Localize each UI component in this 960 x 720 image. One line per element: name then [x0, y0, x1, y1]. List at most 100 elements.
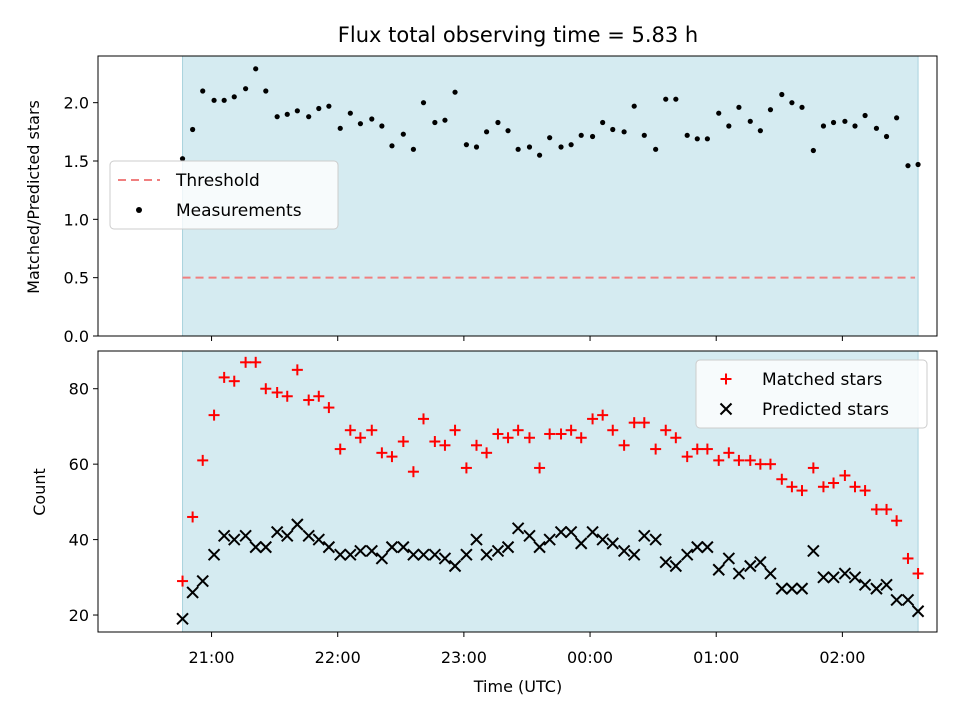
measurement-point — [600, 119, 606, 126]
ratio-axes-frame — [97, 55, 938, 337]
matched-point — [754, 458, 766, 470]
measurement-point — [905, 163, 911, 169]
measurements-legend-marker — [136, 207, 142, 213]
matched-point — [260, 383, 272, 395]
count-ytick-label: 60 — [69, 455, 89, 474]
predicted-point — [870, 582, 883, 595]
matched-point — [534, 462, 546, 474]
measurement-point — [211, 97, 217, 103]
matched-point — [218, 371, 230, 383]
matched-point — [691, 443, 703, 455]
measurement-point — [589, 133, 596, 140]
matched-point — [733, 454, 745, 466]
measurement-point — [641, 132, 647, 138]
predicted-point — [764, 567, 777, 580]
measurement-point — [830, 119, 837, 126]
predicted-point — [827, 571, 840, 584]
matched-point — [723, 447, 735, 459]
measurement-point — [190, 126, 196, 133]
measurement-point — [631, 103, 637, 109]
measurement-point — [694, 136, 700, 142]
chart-title: Flux total observing time = 5.83 h — [338, 23, 698, 47]
predicted-point — [523, 529, 536, 543]
predicted-point — [732, 567, 746, 580]
matched-point — [902, 552, 914, 564]
matched-point — [776, 473, 788, 485]
predicted-legend-label: Predicted stars — [762, 400, 889, 420]
predicted-point — [911, 605, 925, 618]
predicted-point — [249, 540, 262, 554]
measurement-point — [621, 129, 627, 135]
matched-point — [449, 424, 461, 436]
predicted-point — [438, 552, 452, 565]
measurement-point — [294, 108, 300, 114]
matched-point — [870, 503, 882, 515]
matched-point — [660, 424, 672, 436]
predicted-point — [838, 567, 852, 580]
matched-point — [502, 432, 514, 444]
measurement-point — [883, 133, 890, 140]
measurement-point — [515, 146, 521, 152]
predicted-point — [302, 529, 315, 543]
measurement-point — [357, 121, 364, 127]
predicted-point — [795, 582, 809, 595]
measurement-point — [274, 114, 280, 120]
x-axis-label: Time (UTC) — [473, 677, 562, 696]
matched-point — [240, 356, 252, 368]
matched-point — [796, 485, 808, 497]
predicted-point — [564, 525, 578, 539]
matched-point — [470, 439, 482, 451]
matched-point — [334, 443, 346, 455]
matched-point — [439, 439, 451, 451]
measurement-point — [915, 161, 921, 168]
predicted-legend-marker — [719, 402, 733, 416]
predicted-point — [606, 537, 619, 550]
matched-point — [344, 424, 356, 436]
predicted-point — [554, 525, 568, 539]
threshold-legend-label: Threshold — [175, 171, 260, 191]
predicted-point — [344, 548, 357, 561]
measurement-point — [578, 132, 584, 138]
predicted-point — [397, 540, 410, 554]
ratio-ytick-label: 0.0 — [64, 327, 89, 346]
predicted-point — [176, 612, 189, 626]
predicted-point — [259, 540, 273, 554]
measurement-point — [243, 86, 249, 92]
predicted-point — [354, 544, 367, 558]
measurement-point — [369, 116, 375, 122]
measurement-point — [789, 100, 795, 106]
measurement-point — [263, 88, 269, 94]
ratio-legend: Threshold Measurements — [109, 160, 339, 230]
predicted-point — [638, 529, 651, 543]
measurement-point — [684, 132, 690, 138]
measurement-point — [610, 126, 616, 133]
matched-point — [481, 447, 493, 459]
count-y-axis-label: Count — [30, 468, 49, 516]
predicted-point — [196, 574, 209, 588]
measurement-point — [284, 111, 290, 117]
count-ytick-label: 40 — [69, 531, 89, 550]
measurement-point — [347, 110, 353, 116]
matched-point — [670, 432, 682, 444]
predicted-point — [217, 529, 231, 543]
predicted-point — [858, 578, 872, 592]
matched-point — [228, 375, 240, 387]
matched-legend-label: Matched stars — [762, 370, 882, 390]
matched-point — [701, 443, 713, 455]
matched-point — [638, 417, 650, 429]
measurement-point — [410, 146, 417, 152]
matched-point — [807, 462, 819, 474]
predicted-point — [901, 593, 915, 607]
measurement-point — [779, 91, 785, 98]
ratio-ytick-label: 1.5 — [64, 152, 89, 171]
predicted-point — [460, 548, 473, 561]
matched-point — [544, 428, 556, 440]
measurement-point — [547, 135, 553, 141]
measurement-point — [716, 110, 722, 116]
matched-point — [828, 477, 840, 489]
measurement-point — [495, 119, 501, 126]
count-xtick-label: 02:00 — [819, 648, 865, 667]
ratio-ytick-label: 2.0 — [64, 94, 89, 113]
measurement-point — [379, 123, 385, 129]
